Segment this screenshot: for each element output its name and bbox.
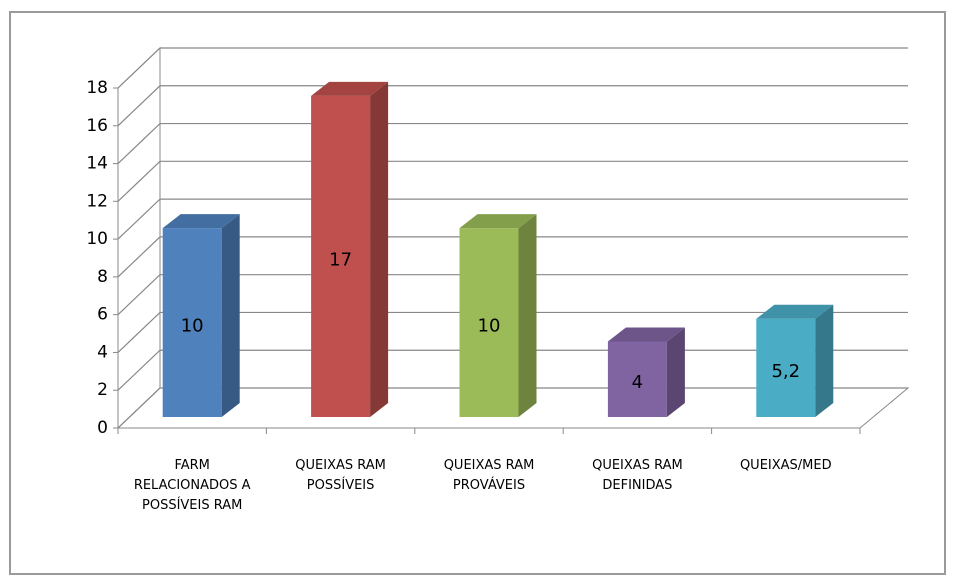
bar-top — [459, 214, 537, 229]
y-tick-label: 0 — [97, 418, 108, 438]
y-tick-label: 16 — [86, 116, 108, 136]
bar-side — [815, 304, 834, 417]
y-tick-label: 18 — [86, 78, 108, 98]
bar-front — [607, 341, 667, 417]
bar-front — [459, 228, 519, 417]
bar-top — [162, 214, 240, 229]
bar — [311, 81, 389, 417]
x-tick-label: QUEIXAS RAM DEFINIDAS — [592, 458, 683, 493]
grid-line — [117, 160, 908, 202]
x-tick-label: QUEIXAS RAM PROVÁVEIS — [443, 458, 535, 493]
grid-line — [117, 198, 908, 240]
bar-front — [311, 95, 371, 417]
grid-line — [117, 236, 908, 278]
x-tick-label: QUEIXAS/MED — [739, 458, 832, 473]
y-tick-label: 2 — [97, 380, 108, 400]
y-tick-label: 14 — [86, 154, 108, 174]
grid-line — [117, 85, 908, 127]
grid-line — [117, 47, 908, 89]
grid-line — [117, 311, 908, 353]
value-label: 5,2 — [771, 361, 800, 382]
bar — [756, 304, 834, 417]
x-tick-label: FARM RELACIONADOS A POSSÍVEIS RAM — [133, 458, 251, 513]
bar-top — [311, 81, 389, 96]
bar-top — [607, 327, 685, 342]
bar — [607, 327, 685, 417]
y-tick-label: 8 — [97, 267, 108, 287]
y-tick-label: 6 — [97, 305, 108, 325]
bar-side — [666, 327, 685, 417]
bar-top — [756, 304, 834, 319]
value-label: 10 — [181, 316, 204, 337]
bar — [162, 214, 240, 417]
bar-side — [370, 81, 389, 417]
grid-line — [117, 122, 908, 164]
bar — [459, 214, 537, 417]
bar-side — [518, 214, 537, 417]
bar-side — [221, 214, 240, 417]
grid-line — [117, 274, 908, 316]
y-tick-label: 12 — [86, 191, 108, 211]
x-tick-label: QUEIXAS RAM POSSÍVEIS — [295, 458, 386, 493]
bar-front — [756, 318, 816, 417]
value-label: 17 — [329, 249, 352, 270]
value-label: 4 — [632, 372, 643, 393]
y-tick-label: 10 — [86, 229, 108, 249]
y-tick-label: 4 — [97, 342, 108, 362]
value-label: 10 — [478, 316, 501, 337]
bar-front — [162, 228, 222, 417]
